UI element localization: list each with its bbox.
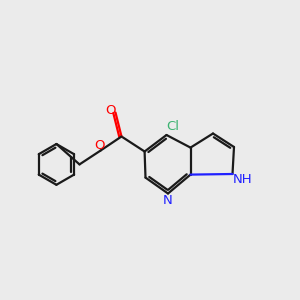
Text: NH: NH [232,173,252,186]
Text: O: O [94,139,104,152]
Text: O: O [105,104,115,118]
Text: N: N [163,194,173,207]
Text: Cl: Cl [166,120,179,133]
